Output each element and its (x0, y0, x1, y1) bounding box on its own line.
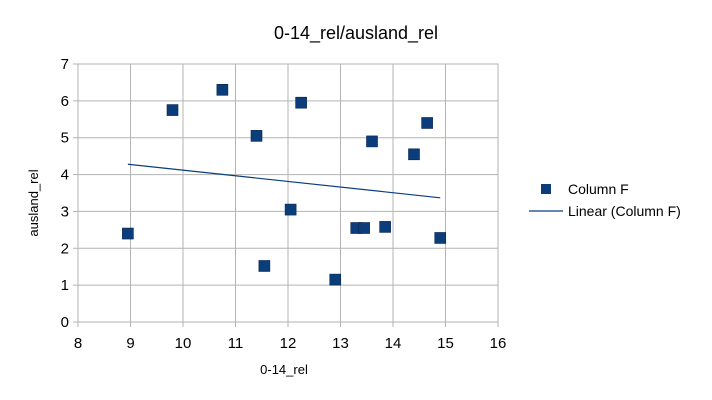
data-point-0-7 (329, 273, 342, 286)
x-tick-label-3: 11 (228, 335, 244, 352)
data-point-0-2 (216, 84, 229, 96)
data-point-0-4 (258, 260, 271, 272)
x-axis-label: 0-14_rel (260, 362, 308, 377)
x-tick-label-0: 8 (74, 335, 82, 352)
data-point-0-11 (379, 221, 391, 233)
legend-label-trendline: Linear (Column F) (568, 203, 681, 219)
y-tick-label-0: 0 (61, 314, 69, 331)
y-tick-label-7: 7 (61, 56, 69, 73)
y-tick-label-2: 2 (61, 240, 69, 257)
data-point-0-14 (434, 232, 447, 244)
grid-lines (77, 63, 499, 323)
data-point-0-10 (366, 135, 378, 148)
y-axis-label: ausland_rel (26, 169, 41, 236)
data-point-0-3 (250, 130, 263, 142)
x-axis-ticks: 8 9 10 11 12 13 14 15 16 (74, 322, 507, 352)
y-tick-label-4: 4 (61, 167, 69, 184)
x-tick-label-4: 12 (280, 335, 297, 352)
chart-title: 0-14_rel/ausland_rel (274, 23, 438, 44)
data-point-0-12 (408, 148, 420, 161)
data-point-0-9 (358, 222, 370, 234)
x-tick-label-6: 14 (385, 335, 402, 352)
data-points (122, 84, 447, 286)
x-tick-label-5: 13 (332, 335, 349, 352)
legend: Column F Linear (Column F) (529, 181, 681, 219)
y-tick-label-3: 3 (61, 203, 69, 220)
trendline-line (127, 163, 441, 199)
data-point-0-5 (284, 203, 297, 216)
data-point-0-6 (295, 96, 307, 109)
legend-label-column-f: Column F (568, 181, 629, 197)
y-tick-label-5: 5 (61, 130, 69, 147)
x-tick-label-2: 10 (175, 335, 192, 352)
y-tick-label-1: 1 (61, 277, 69, 294)
trendline (127, 163, 441, 199)
data-point-0-1 (166, 104, 179, 116)
y-tick-label-6: 6 (61, 93, 69, 110)
legend-marker-column-f (541, 184, 551, 194)
y-axis-ticks: 0 1 2 3 4 5 6 7 (61, 56, 78, 331)
data-point-0-0 (122, 227, 134, 240)
x-tick-label-7: 15 (437, 335, 454, 352)
x-tick-label-1: 9 (126, 335, 134, 352)
data-point-0-13 (421, 117, 433, 129)
x-tick-label-8: 16 (490, 335, 507, 352)
